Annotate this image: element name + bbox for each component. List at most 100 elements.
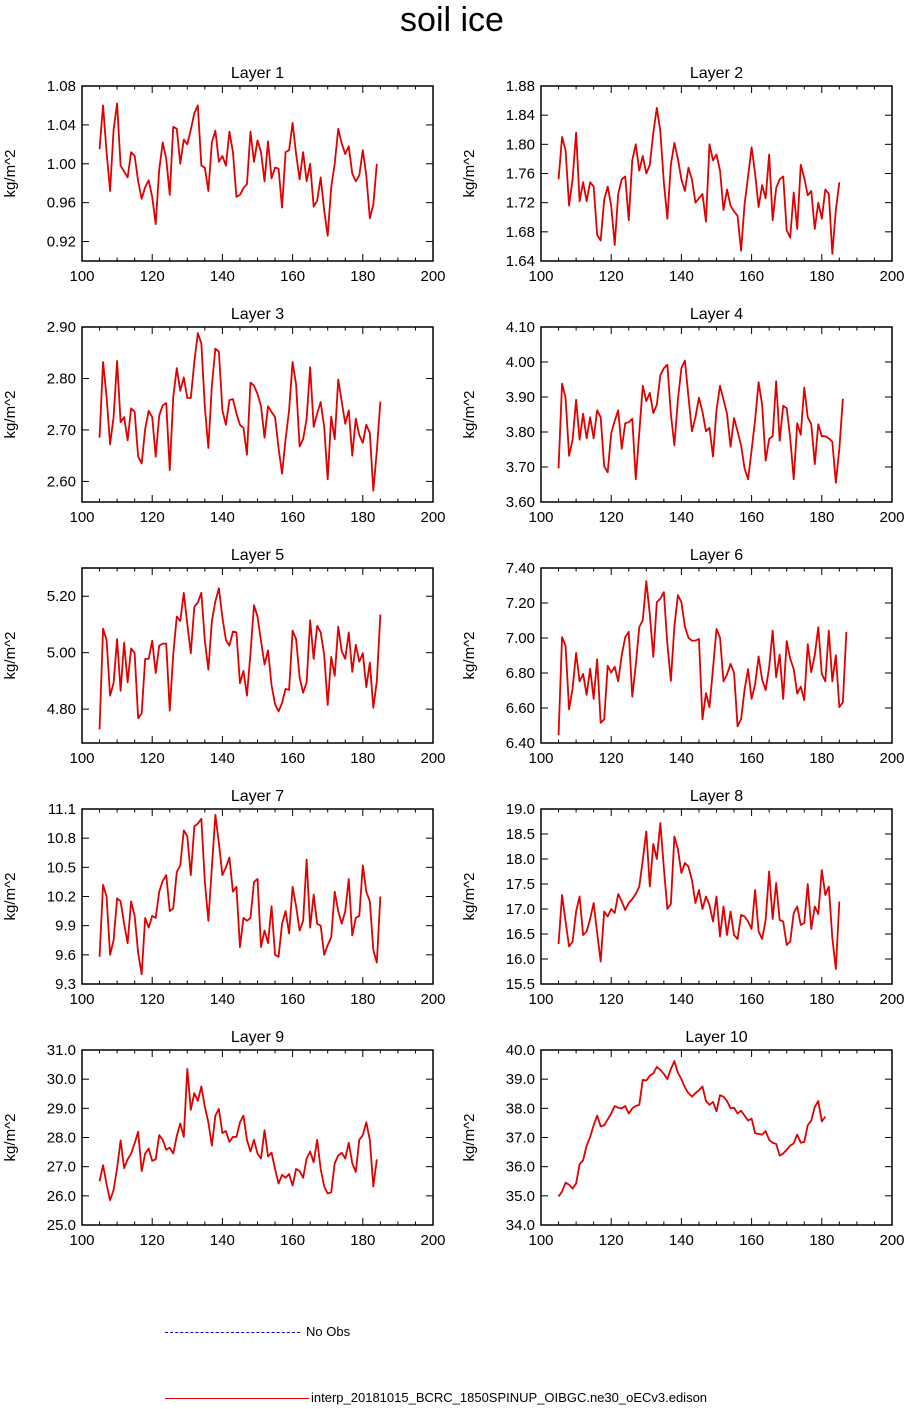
x-tick-label: 100 [528, 268, 553, 285]
x-tick-label: 140 [210, 268, 235, 285]
chart-panel: Layer 7 kg/m^2 100 120 140 160 180 200 9.3 9.6 9.9… [2, 788, 446, 1008]
series-line-model [98, 587, 382, 730]
plot-frame [81, 85, 434, 262]
plot-frame [540, 85, 893, 262]
y-tick-label: 38.0 [506, 1100, 535, 1117]
y-tick-label: 18.5 [506, 826, 535, 843]
y-tick-label: 6.60 [506, 700, 535, 717]
x-tick-label: 120 [140, 509, 165, 526]
y-tick-label: 27.0 [47, 1159, 76, 1176]
x-tick-label: 140 [210, 509, 235, 526]
y-axis-label: kg/m^2 [461, 632, 478, 680]
y-axis-label: kg/m^2 [2, 150, 19, 198]
y-tick-label: 28.0 [47, 1130, 76, 1147]
legend-obs-line [165, 1332, 300, 1333]
x-tick-label: 120 [140, 1232, 165, 1249]
y-tick-label: 10.8 [47, 830, 76, 847]
y-tick-label: 6.80 [506, 665, 535, 682]
x-tick-label: 180 [809, 509, 834, 526]
y-tick-label: 1.84 [506, 107, 535, 124]
y-tick-label: 36.0 [506, 1159, 535, 1176]
x-tick-label: 200 [879, 991, 904, 1008]
x-tick-label: 160 [739, 509, 764, 526]
x-tick-label: 140 [669, 1232, 694, 1249]
x-tick-label: 140 [669, 750, 694, 767]
y-tick-label: 2.90 [47, 319, 76, 336]
y-axis-label: kg/m^2 [2, 391, 19, 439]
y-tick-label: 17.0 [506, 901, 535, 918]
chart-panel: Layer 8 kg/m^2 100 120 140 160 180 200 15.5 16.0 1… [461, 788, 904, 1008]
x-tick-label: 120 [140, 268, 165, 285]
x-tick-label: 140 [669, 268, 694, 285]
x-tick-label: 100 [69, 750, 94, 767]
x-tick-label: 120 [599, 1232, 624, 1249]
y-tick-label: 16.0 [506, 951, 535, 968]
series-line-model [557, 580, 848, 736]
x-tick-label: 100 [69, 991, 94, 1008]
y-tick-label: 2.60 [47, 473, 76, 490]
x-tick-label: 180 [809, 991, 834, 1008]
x-tick-label: 140 [669, 509, 694, 526]
chart-panel: Layer 10 kg/m^2 100 120 140 160 180 200 34.0 35.0… [461, 1029, 904, 1249]
y-axis-label: kg/m^2 [2, 873, 19, 921]
y-axis-label: kg/m^2 [461, 391, 478, 439]
y-tick-label: 2.70 [47, 422, 76, 439]
y-tick-label: 4.10 [506, 319, 535, 336]
y-tick-label: 5.20 [47, 588, 76, 605]
x-tick-label: 200 [879, 509, 904, 526]
chart-panel: Layer 4 kg/m^2 100 120 140 160 180 200 3.60 3.70 3… [461, 306, 904, 526]
y-tick-label: 3.60 [506, 494, 535, 511]
chart-panel: Layer 5 kg/m^2 100 120 140 160 180 200 4.80 5.00 5… [2, 547, 446, 767]
y-tick-label: 4.80 [47, 701, 76, 718]
y-tick-label: 29.0 [47, 1100, 76, 1117]
legend-model: interp_20181015_BCRC_1850SPINUP_OIBGC.ne… [165, 1389, 865, 1409]
y-tick-label: 7.40 [506, 560, 535, 577]
y-tick-label: 10.2 [47, 889, 76, 906]
x-tick-label: 180 [350, 750, 375, 767]
x-tick-label: 100 [528, 750, 553, 767]
y-tick-label: 39.0 [506, 1071, 535, 1088]
x-tick-label: 140 [669, 991, 694, 1008]
chart-panel: Layer 6 kg/m^2 100 120 140 160 180 200 6.40 6.60 6… [461, 547, 904, 767]
chart-panel: Layer 3 kg/m^2 100 120 140 160 180 200 2.60 2.70 2… [2, 306, 446, 526]
x-tick-label: 160 [280, 750, 305, 767]
panel-title: Layer 4 [690, 306, 743, 323]
series-line-model [98, 813, 382, 976]
y-axis-label: kg/m^2 [461, 873, 478, 921]
y-tick-label: 19.0 [506, 801, 535, 818]
panel-title: Layer 8 [690, 788, 743, 805]
series-line-model [98, 102, 378, 237]
x-tick-label: 200 [420, 268, 445, 285]
x-tick-label: 200 [879, 750, 904, 767]
x-tick-label: 160 [280, 268, 305, 285]
x-tick-label: 180 [809, 1232, 834, 1249]
y-tick-label: 3.90 [506, 389, 535, 406]
chart-panel: Layer 1 kg/m^2 100 120 140 160 180 200 0.92 0.96 1… [2, 65, 446, 285]
x-tick-label: 120 [599, 750, 624, 767]
plots-grid: Layer 1 kg/m^2 100 120 140 160 180 200 0.92 0.96 1… [2, 65, 904, 1249]
y-tick-label: 3.80 [506, 424, 535, 441]
y-tick-label: 1.04 [47, 117, 76, 134]
x-tick-label: 160 [739, 268, 764, 285]
x-tick-label: 160 [280, 991, 305, 1008]
x-tick-label: 120 [599, 991, 624, 1008]
panel-title: Layer 5 [231, 547, 284, 564]
y-tick-label: 1.80 [506, 136, 535, 153]
y-tick-label: 31.0 [47, 1042, 76, 1059]
x-tick-label: 100 [69, 509, 94, 526]
y-tick-label: 15.5 [506, 976, 535, 993]
series-line-model [98, 1068, 378, 1202]
legend-model-label: interp_20181015_BCRC_1850SPINUP_OIBGC.ne… [311, 1390, 708, 1405]
x-tick-label: 180 [809, 268, 834, 285]
y-axis-label: kg/m^2 [2, 632, 19, 680]
x-tick-label: 160 [280, 509, 305, 526]
series-line-model [557, 359, 844, 484]
y-tick-label: 1.64 [506, 253, 535, 270]
x-tick-label: 100 [69, 268, 94, 285]
chart-panel: Layer 9 kg/m^2 100 120 140 160 180 200 25.0 26.0 2… [2, 1029, 446, 1249]
y-tick-label: 1.68 [506, 224, 535, 241]
panel-title: Layer 1 [231, 65, 284, 82]
x-tick-label: 140 [210, 991, 235, 1008]
x-tick-label: 120 [599, 268, 624, 285]
y-axis-label: kg/m^2 [461, 150, 478, 198]
